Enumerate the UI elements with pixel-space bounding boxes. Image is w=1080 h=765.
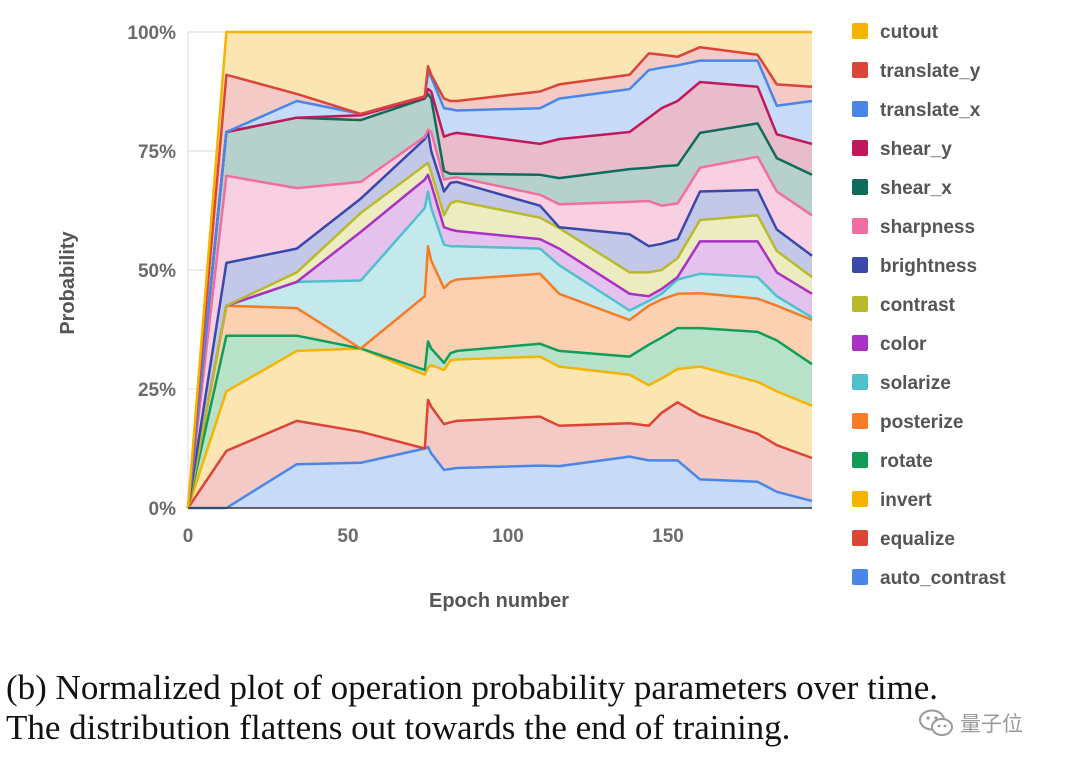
series-line-equalize (186, 398, 813, 509)
chart-axes: 0% 25% 50% 75% 100% 0 50 100 150 (127, 23, 812, 547)
legend-swatch-shear-x (852, 179, 868, 195)
legend-swatch-invert (852, 491, 868, 507)
area-equalize (188, 399, 812, 508)
legend-swatch-cutout (852, 23, 868, 39)
area-sharpness (188, 129, 812, 508)
series-line-shear-x (186, 92, 813, 509)
chart-lines (186, 30, 813, 510)
legend-label-shear-y: shear_y (880, 139, 952, 160)
series-line-cutout (186, 30, 812, 509)
area-shear-x (188, 93, 812, 509)
chart: 0% 25% 50% 75% 100% 0 50 100 150 Probability Epo… (57, 22, 1006, 612)
legend-swatch-sharpness (852, 218, 868, 234)
y-tick-label: 50% (138, 261, 176, 282)
figure-caption: (b) Normalized plot of operation probabi… (6, 668, 1076, 748)
series-line-sharpness (186, 128, 813, 509)
chart-areas (188, 32, 812, 509)
y-tick-label: 25% (138, 380, 176, 401)
legend-label-equalize: equalize (880, 529, 955, 550)
legend-swatch-auto-contrast (852, 569, 868, 585)
legend-swatch-posterize (852, 413, 868, 429)
area-invert (188, 348, 812, 508)
x-tick-label: 50 (337, 526, 358, 547)
watermark-text: 量子位 (960, 712, 1023, 736)
legend-swatch-contrast (852, 296, 868, 312)
area-brightness (188, 132, 812, 508)
area-translate-y (188, 47, 812, 508)
legend-swatch-shear-y (852, 140, 868, 156)
legend-label-color: color (880, 334, 927, 355)
wechat-icon (919, 709, 953, 736)
area-cutout (188, 32, 812, 508)
x-axis-title: Epoch number (429, 590, 569, 612)
chart-legend: cutout translate_y translate_x shear_yshear… (852, 22, 1006, 589)
x-tick-label: 100 (492, 526, 524, 547)
legend-label-shear-x: shear_x (880, 178, 952, 199)
legend-label-sharpness: sharpness (880, 217, 975, 238)
series-line-auto-contrast (188, 445, 813, 510)
series-line-contrast (186, 161, 813, 509)
legend-label-translate-y: translate_y (880, 61, 981, 82)
y-axis-title: Probability (57, 230, 79, 334)
legend-swatch-translate-y (852, 62, 868, 78)
legend-swatch-equalize (852, 530, 868, 546)
legend-swatch-brightness (852, 257, 868, 273)
x-tick-label: 150 (652, 526, 684, 547)
legend-label-contrast: contrast (880, 295, 956, 316)
legend-swatch-rotate (852, 452, 868, 468)
caption-line-2: The distribution flattens out towards th… (6, 708, 791, 747)
y-tick-label: 100% (127, 23, 176, 44)
legend-swatch-solarize (852, 374, 868, 390)
y-tick-label: 0% (149, 499, 177, 520)
x-tick-label: 0 (183, 526, 194, 547)
series-line-posterize (186, 244, 813, 509)
caption-line-1: (b) Normalized plot of operation probabi… (6, 668, 939, 707)
series-line-shear-y (186, 80, 813, 509)
area-contrast (188, 162, 812, 508)
series-line-rotate (186, 326, 813, 509)
area-color (188, 174, 812, 509)
watermark: 量子位 (918, 706, 1023, 740)
area-rotate (188, 328, 812, 508)
legend-label-invert: invert (880, 490, 932, 511)
legend-label-translate-x: translate_x (880, 100, 981, 121)
legend-swatch-color (852, 335, 868, 351)
y-tick-label: 75% (138, 142, 176, 163)
legend-label-cutout: cutout (880, 22, 939, 43)
legend-label-rotate: rotate (880, 451, 933, 472)
legend-label-posterize: posterize (880, 412, 963, 433)
series-line-color (186, 173, 813, 509)
area-auto-contrast (188, 447, 812, 508)
area-posterize (188, 246, 812, 508)
legend-swatch-translate-x (852, 101, 868, 117)
legend-label-solarize: solarize (880, 373, 951, 394)
legend-label-auto-contrast: auto_contrast (880, 568, 1006, 589)
area-solarize (188, 191, 812, 508)
legend-label-brightness: brightness (880, 256, 977, 277)
series-line-brightness (186, 130, 813, 509)
series-line-solarize (186, 190, 813, 509)
series-line-translate-y (186, 45, 813, 509)
